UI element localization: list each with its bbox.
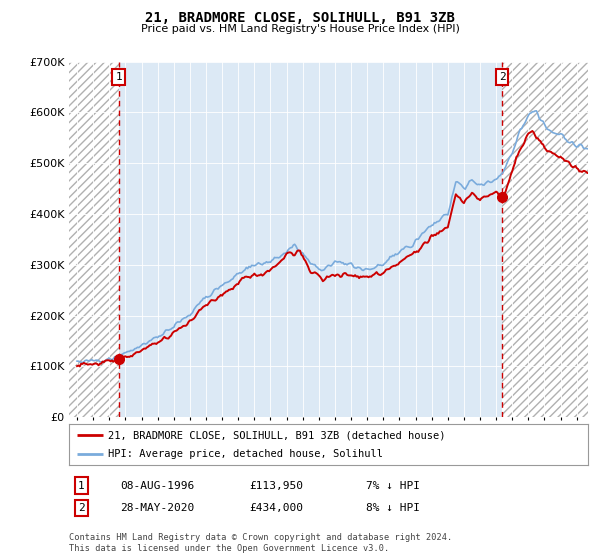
Text: 21, BRADMORE CLOSE, SOLIHULL, B91 3ZB (detached house): 21, BRADMORE CLOSE, SOLIHULL, B91 3ZB (d… (108, 431, 445, 440)
Bar (69, 62, 119, 417)
Text: 21, BRADMORE CLOSE, SOLIHULL, B91 3ZB: 21, BRADMORE CLOSE, SOLIHULL, B91 3ZB (145, 11, 455, 25)
Text: 28-MAY-2020: 28-MAY-2020 (120, 503, 194, 513)
Text: 1: 1 (78, 480, 85, 491)
Text: Price paid vs. HM Land Registry's House Price Index (HPI): Price paid vs. HM Land Registry's House … (140, 24, 460, 34)
Text: 2: 2 (78, 503, 85, 513)
Text: £434,000: £434,000 (249, 503, 303, 513)
Text: HPI: Average price, detached house, Solihull: HPI: Average price, detached house, Soli… (108, 449, 383, 459)
Bar (502, 62, 588, 417)
Text: 7% ↓ HPI: 7% ↓ HPI (366, 480, 420, 491)
Text: 8% ↓ HPI: 8% ↓ HPI (366, 503, 420, 513)
Text: 08-AUG-1996: 08-AUG-1996 (120, 480, 194, 491)
Text: Contains HM Land Registry data © Crown copyright and database right 2024.
This d: Contains HM Land Registry data © Crown c… (69, 533, 452, 553)
Text: 1: 1 (115, 72, 122, 82)
Text: £113,950: £113,950 (249, 480, 303, 491)
Text: 2: 2 (499, 72, 506, 82)
